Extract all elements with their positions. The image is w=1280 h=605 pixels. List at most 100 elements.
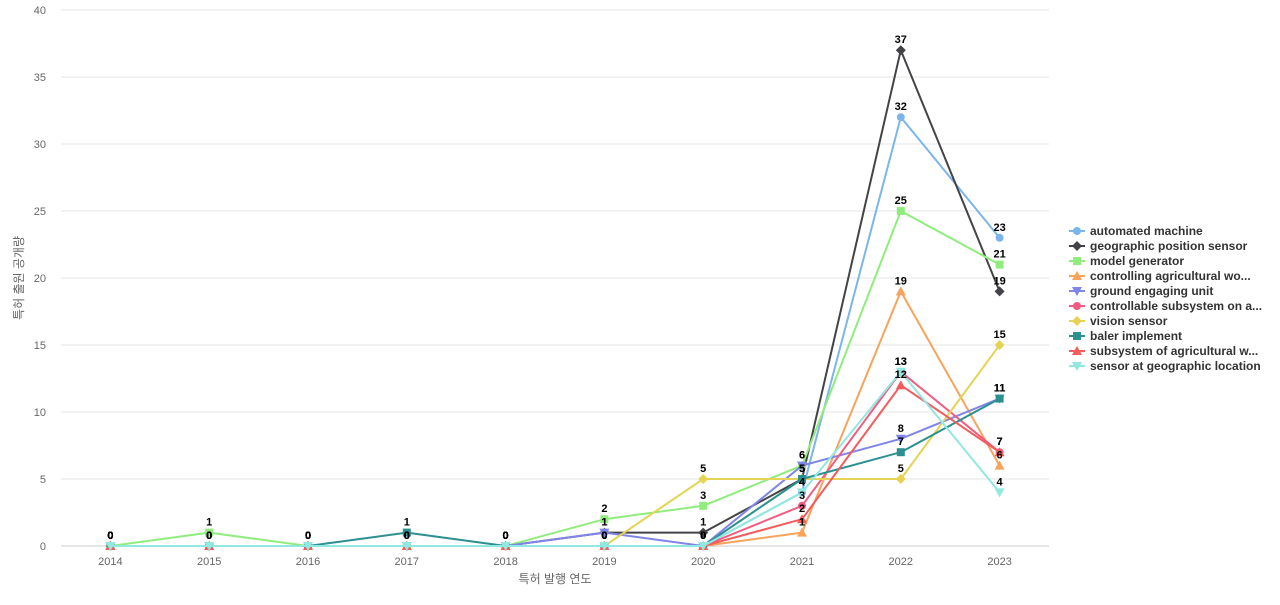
series-5[interactable]	[106, 367, 1004, 550]
series-line[interactable]	[110, 370, 1001, 547]
legend-item[interactable]: ground engaging unit	[1069, 284, 1213, 298]
data-point[interactable]	[402, 528, 411, 537]
legend-item[interactable]: vision sensor	[1069, 314, 1168, 328]
data-point[interactable]	[797, 488, 807, 498]
legend-item[interactable]: automated machine	[1069, 224, 1203, 238]
data-point[interactable]	[600, 515, 609, 524]
data-label: 7	[898, 436, 904, 448]
data-label: 0	[206, 530, 212, 542]
data-point[interactable]	[896, 448, 905, 457]
legend-item[interactable]: controllable subsystem on a...	[1069, 299, 1262, 313]
data-label: 0	[206, 530, 212, 542]
data-label: 1	[601, 517, 607, 529]
data-point[interactable]	[895, 434, 906, 444]
data-point[interactable]	[896, 113, 905, 122]
data-point[interactable]	[895, 380, 906, 390]
series-8[interactable]	[105, 380, 1005, 550]
data-point[interactable]	[896, 207, 905, 215]
data-point[interactable]	[105, 542, 116, 551]
series-9[interactable]	[105, 367, 1005, 551]
data-label: 0	[107, 530, 113, 542]
data-label: 11	[994, 383, 1006, 395]
series-0[interactable]	[106, 113, 1004, 550]
data-point[interactable]	[995, 260, 1004, 269]
data-label: 5	[799, 463, 805, 475]
data-point[interactable]	[599, 528, 610, 538]
data-point[interactable]	[995, 233, 1004, 242]
series-7[interactable]	[106, 394, 1004, 550]
data-point[interactable]	[205, 528, 214, 537]
x-tick-label: 2015	[197, 556, 221, 568]
series-6[interactable]	[105, 340, 1005, 551]
data-label: 0	[700, 530, 706, 542]
legend-item[interactable]: baler implement	[1069, 329, 1182, 343]
data-label: 0	[107, 530, 113, 542]
data-point[interactable]	[994, 286, 1005, 297]
x-tick-label: 2018	[493, 556, 517, 568]
data-point[interactable]	[500, 542, 511, 551]
y-tick-label: 5	[40, 474, 46, 486]
data-point[interactable]	[895, 474, 906, 484]
series-2[interactable]	[106, 207, 1004, 550]
data-point[interactable]	[895, 367, 906, 377]
data-label: 0	[503, 530, 509, 542]
data-point[interactable]	[797, 514, 807, 524]
legend-item[interactable]: sensor at geographic location	[1069, 359, 1261, 373]
data-point[interactable]	[798, 501, 806, 510]
data-point[interactable]	[698, 527, 709, 538]
legend-item[interactable]: controlling agricultural wo...	[1069, 269, 1251, 283]
data-label: 25	[895, 195, 907, 207]
data-label: 0	[206, 530, 212, 542]
legend-item[interactable]: model generator	[1069, 254, 1184, 268]
data-label: 19	[895, 275, 907, 287]
data-label: 0	[206, 530, 212, 542]
series-line[interactable]	[110, 116, 1001, 547]
legend-label: controllable subsystem on a...	[1090, 299, 1262, 313]
legend-label: controlling agricultural wo...	[1090, 269, 1251, 283]
data-label: 0	[107, 530, 113, 542]
data-point[interactable]	[698, 474, 709, 484]
data-label: 0	[503, 530, 509, 542]
data-label: 0	[503, 530, 509, 542]
data-point[interactable]	[797, 527, 807, 537]
data-label: 11	[994, 383, 1006, 395]
data-point[interactable]	[995, 394, 1004, 403]
data-point[interactable]	[401, 542, 412, 551]
data-point[interactable]	[204, 542, 215, 551]
data-point[interactable]	[303, 542, 313, 551]
series-1[interactable]	[105, 45, 1005, 551]
data-label: 0	[404, 530, 410, 542]
legend-label: ground engaging unit	[1090, 284, 1213, 298]
data-label: 0	[206, 530, 212, 542]
series-line[interactable]	[110, 370, 1001, 547]
series-line[interactable]	[110, 384, 1001, 547]
data-point[interactable]	[994, 488, 1005, 498]
data-point[interactable]	[798, 475, 806, 483]
series-line[interactable]	[110, 397, 1000, 547]
data-point[interactable]	[698, 542, 709, 551]
data-point[interactable]	[895, 45, 906, 56]
x-tick-label: 2019	[592, 556, 616, 568]
legend-label: baler implement	[1090, 329, 1182, 343]
data-point[interactable]	[994, 460, 1005, 470]
data-point[interactable]	[797, 461, 807, 471]
data-point[interactable]	[895, 286, 906, 296]
series-4[interactable]	[105, 394, 1005, 551]
x-tick-label: 2021	[790, 556, 814, 568]
series-line[interactable]	[110, 210, 1001, 547]
series-3[interactable]	[105, 286, 1005, 550]
series-line[interactable]	[110, 397, 1001, 547]
data-point[interactable]	[994, 447, 1005, 457]
data-point[interactable]	[994, 340, 1005, 350]
x-tick-label: 2017	[395, 556, 419, 568]
data-point[interactable]	[599, 542, 610, 551]
data-point[interactable]	[699, 501, 708, 510]
data-label: 0	[305, 530, 311, 542]
legend-item[interactable]: geographic position sensor	[1069, 239, 1248, 253]
data-label: 7	[997, 436, 1003, 448]
legend-item[interactable]: subsystem of agricultural w...	[1069, 344, 1258, 358]
data-label: 0	[305, 530, 311, 542]
x-tick-label: 2022	[889, 556, 913, 568]
